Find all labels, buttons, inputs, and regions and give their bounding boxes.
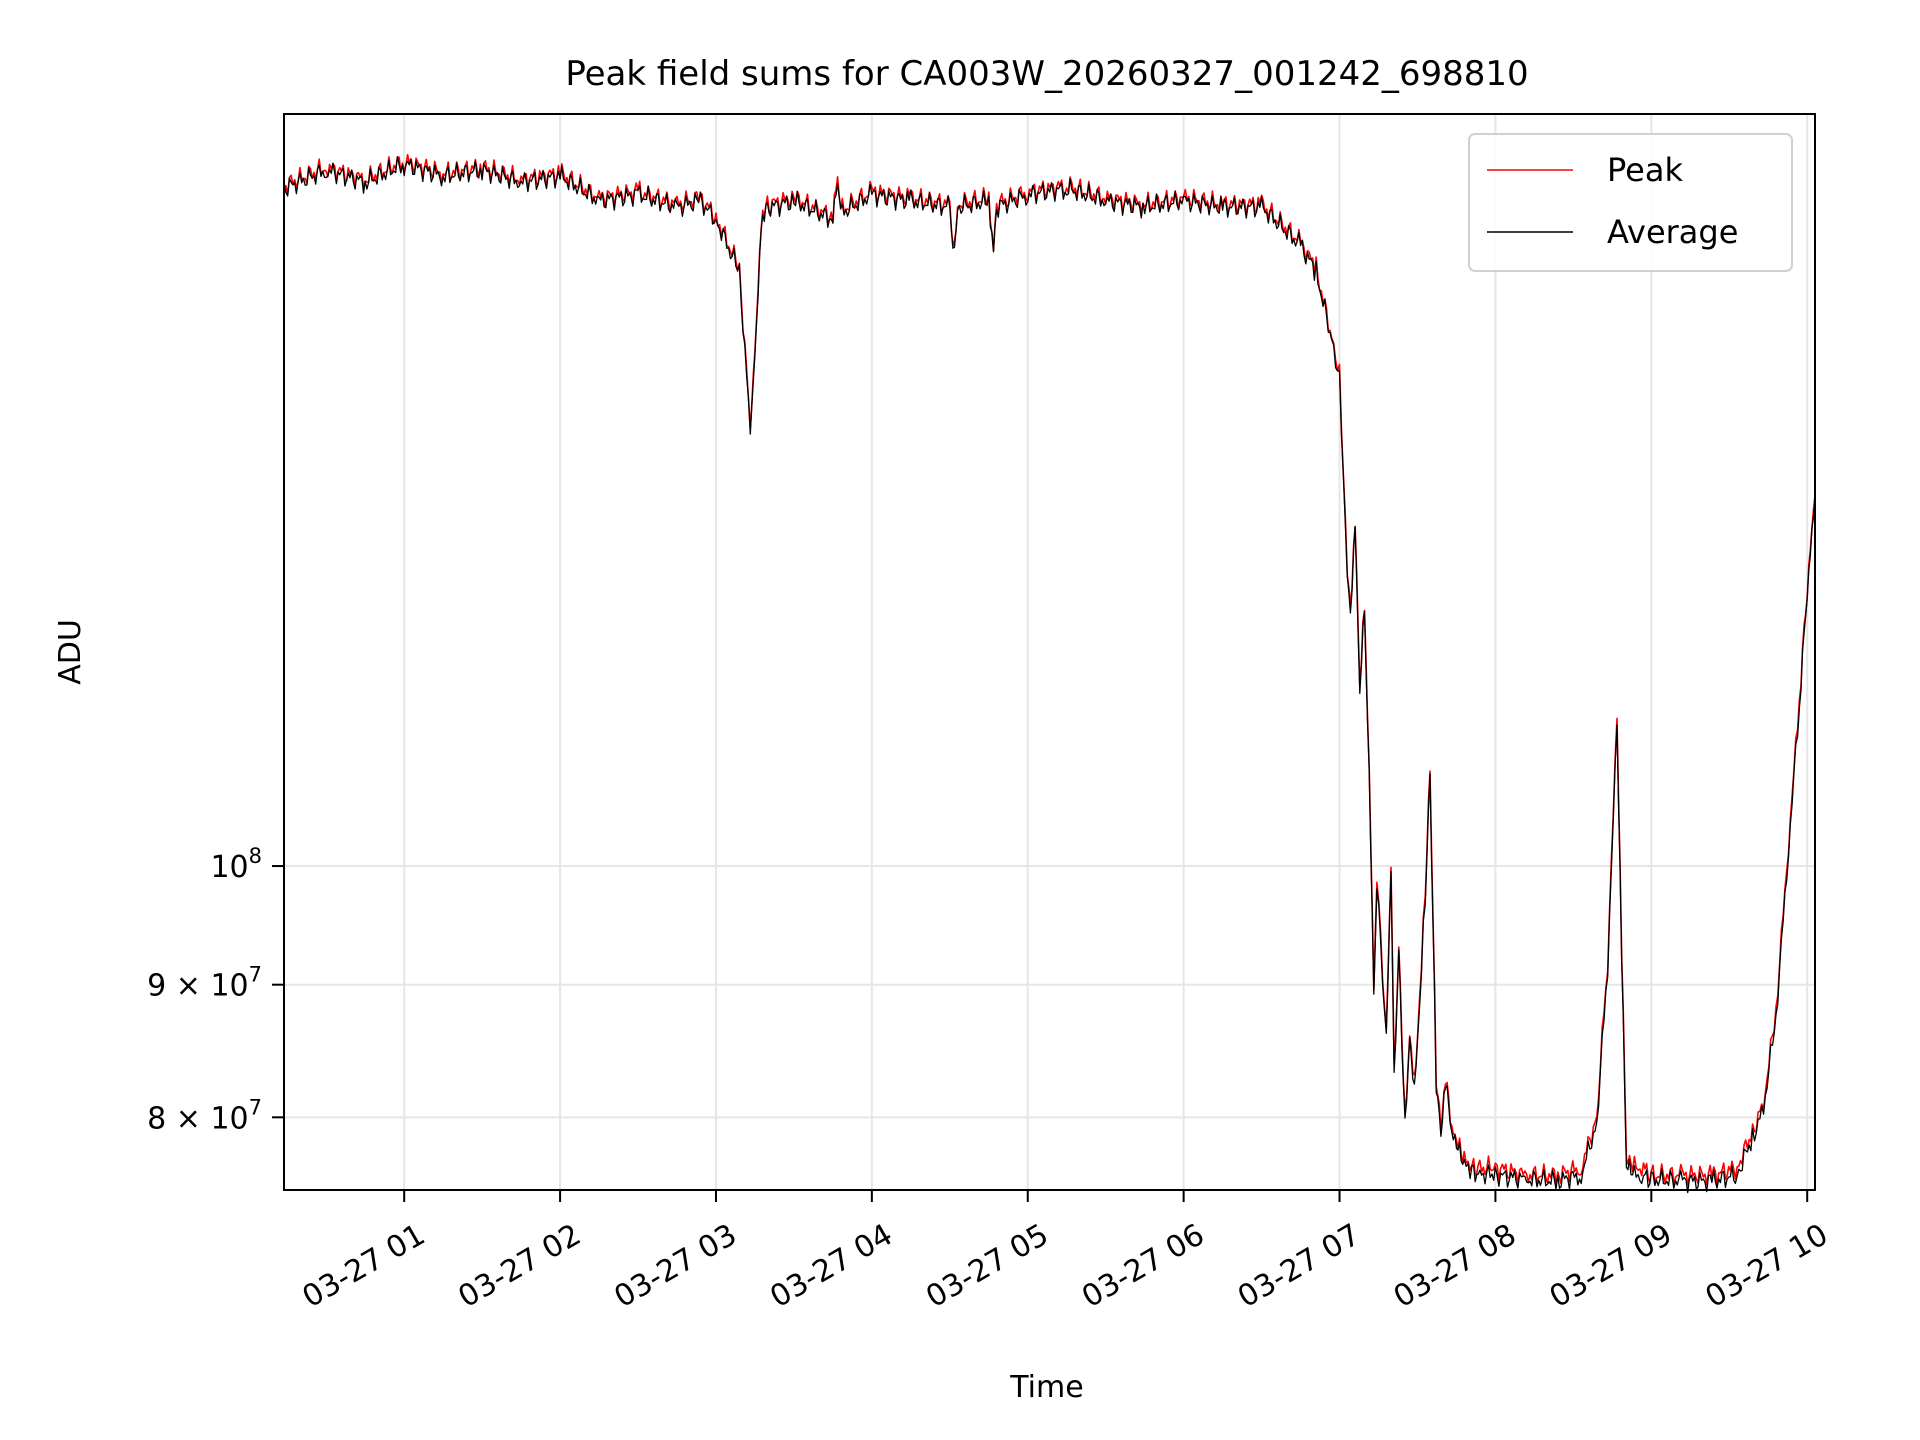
y-axis-label: ADU xyxy=(53,619,88,685)
chart-title: Peak field sums for CA003W_20260327_0012… xyxy=(565,54,1528,94)
y-tick-label: 8 × 107 xyxy=(147,1095,262,1136)
y-tick-label: 9 × 107 xyxy=(147,963,262,1004)
legend-label-peak: Peak xyxy=(1607,151,1683,189)
series-line-average xyxy=(283,156,1816,1194)
legend: Peak Average xyxy=(1468,133,1793,272)
grid-lines xyxy=(284,114,1815,1190)
series-lines xyxy=(283,153,1816,1194)
y-tick-label: 108 xyxy=(210,844,262,885)
x-axis-label: Time xyxy=(1009,1370,1083,1405)
legend-label-average: Average xyxy=(1607,213,1738,251)
y-axis-ticks: 108 9 × 107 8 × 107 xyxy=(147,844,284,1136)
legend-box xyxy=(1468,133,1793,272)
plot-frame xyxy=(283,113,1816,1191)
